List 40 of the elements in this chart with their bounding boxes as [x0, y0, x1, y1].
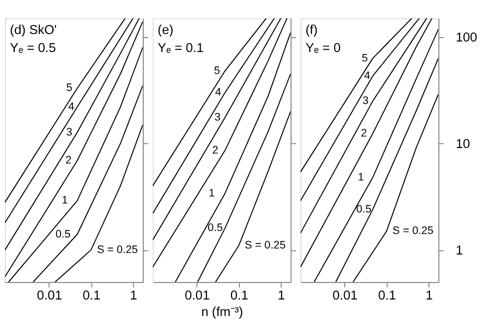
x-tick-label: 1: [130, 287, 138, 302]
x-tick-label: 1: [426, 287, 433, 302]
series-label: 5: [214, 64, 220, 77]
y-tick-label: 100: [456, 29, 478, 44]
series-label: S = 0.25: [244, 240, 286, 252]
series-label: 1: [62, 194, 68, 207]
annotation: Yₑ = 0.5: [10, 40, 56, 55]
annotation: (d) SkO': [10, 22, 57, 38]
series-label: 2: [360, 127, 367, 140]
series-label: 2: [66, 154, 72, 167]
x-tick-label: 1: [278, 287, 285, 302]
series-label: 0.5: [356, 203, 372, 216]
x-tick-label: 0.1: [378, 287, 396, 302]
x-tick-label: 0.01: [36, 287, 62, 302]
series-label: S = 0.25: [392, 225, 434, 238]
series-label: 3: [214, 112, 221, 124]
series-label: 0.5: [55, 228, 71, 240]
series-label: 3: [66, 126, 72, 138]
y-tick-label: 10: [456, 136, 470, 151]
x-tick-label: 0.1: [82, 287, 100, 302]
series-label: S = 0.25: [96, 244, 138, 256]
annotation: Yₑ = 0: [305, 40, 341, 55]
x-tick-label: 0.01: [332, 287, 358, 302]
series-label: 5: [66, 82, 72, 94]
series-label: 1: [208, 187, 215, 200]
x-tick-label: 0.1: [230, 287, 248, 302]
series-label: 0.5: [208, 222, 223, 234]
series-label: 5: [362, 52, 368, 64]
series-label: 4: [364, 70, 370, 82]
x-tick-label: 0.01: [184, 287, 210, 302]
y-tick-label: 1: [456, 242, 463, 258]
series-label: 4: [215, 86, 222, 99]
series-label: 4: [68, 100, 74, 113]
x-axis-title: n (fm⁻³): [201, 304, 244, 320]
series-label: 2: [212, 144, 218, 156]
series-label: 1: [358, 171, 364, 184]
annotation: Yₑ = 0.1: [158, 40, 204, 55]
annotation: (e): [158, 22, 174, 38]
series-label: 3: [362, 95, 369, 108]
annotation: (f): [305, 22, 318, 38]
